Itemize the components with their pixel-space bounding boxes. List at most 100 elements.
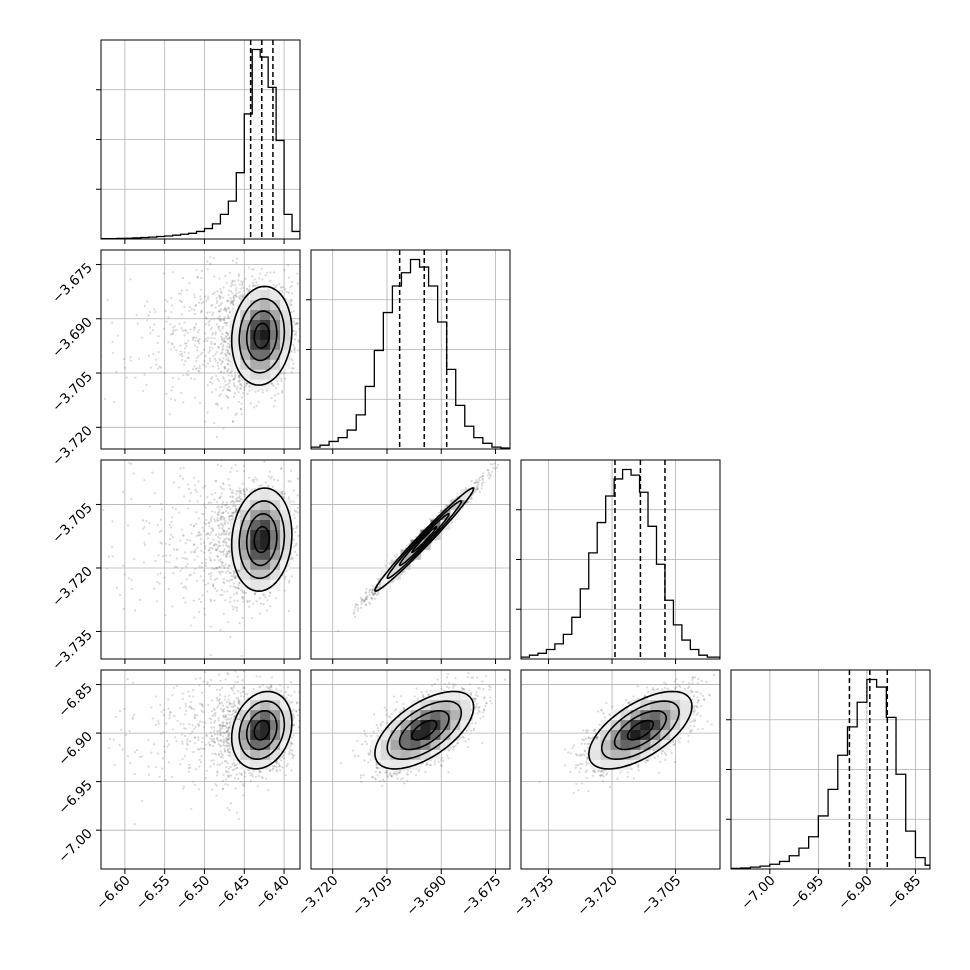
density-cell [250,329,261,340]
density-cell [240,339,251,350]
density-cell [410,709,421,721]
density-cell [270,569,281,580]
density-cell [590,739,601,750]
density-cell [610,759,621,770]
x-tick-label-p2: −3.690 [403,873,450,920]
density-cell [650,699,661,711]
density-cell [270,749,281,760]
density-cell [260,529,271,540]
density-cell [450,499,461,511]
density-cell [260,569,271,580]
density-cell [250,369,261,380]
density-cell [260,519,271,530]
density-cell [440,689,451,701]
y-tick-label-p4: −6.85 [55,680,96,721]
density-cell [270,699,281,711]
y-tick-label-p3: −3.735 [49,627,96,674]
density-cell [640,709,651,721]
density-cell [660,699,671,711]
density-cell [620,709,631,721]
density-cell [260,579,271,590]
density-cell [270,499,281,511]
density-cell [410,729,421,740]
density-cell [260,729,271,740]
density-cell [250,759,261,770]
scatter-panel-p1-p2 [96,249,301,454]
density-cell [260,369,271,380]
density-cell [410,719,421,730]
y-tick-label-p4: −7.00 [55,826,96,867]
x-tick-label-p2: −3.675 [458,873,505,920]
panel-frame [310,249,511,450]
density-cell [250,519,261,530]
density-cell [260,499,271,511]
panel-frame [310,459,511,660]
density-cell [270,739,281,750]
scatter-panel-p1-p3 [96,459,301,664]
y-tick-label-p4: −6.90 [55,729,96,770]
density-cell [460,719,471,730]
density-cell [460,699,471,711]
contour-2sigma [613,709,668,751]
density-cell [230,729,241,740]
density-cell [410,739,421,750]
density-cell [240,499,251,511]
density-cell [590,759,601,770]
panel-frame [520,669,721,870]
density-cell [280,739,291,750]
density-cell [640,739,651,750]
density-cell [630,729,641,740]
density-cell [240,369,251,380]
density-cell [380,729,391,740]
density-cell [680,709,691,721]
density-cell [250,719,261,730]
x-tick-label-p1: −6.55 [133,873,174,914]
density-cell [250,299,261,310]
density-cell [270,529,281,540]
density-cell [400,729,411,740]
density-cell [280,549,291,560]
density-cell [230,739,241,750]
density-cell [280,559,291,570]
x-tick-label-p4: −6.95 [787,873,828,914]
y-tick-label-p2: −3.705 [49,369,96,416]
density-cell [410,699,421,711]
density-cell [620,749,631,760]
hist-panel-p1 [96,39,301,244]
contour-2sigma [245,709,278,751]
density-cell [650,689,661,701]
contour-1sigma [411,525,438,554]
density-cell [670,709,681,721]
density-cell [230,549,241,560]
density-cell [650,719,661,730]
density-cell [270,689,281,701]
contour-1sigma [253,719,271,741]
density-cell [240,719,251,730]
density-cell [430,719,441,730]
density-cell [240,699,251,711]
density-cell [260,689,271,701]
density-cell [390,749,401,760]
histogram-p2 [311,258,510,449]
histogram-p1 [101,48,300,239]
scatter-panel-p1-p4 [96,669,301,874]
density-cell [250,489,261,501]
contour-2sigma [245,512,278,567]
contour-4sigma [230,487,293,593]
density-cell [620,729,631,740]
contour-3sigma [238,297,286,374]
y-tick-label-p2: −3.675 [49,260,96,307]
density-cell [280,539,291,550]
contour-1sigma [253,525,271,554]
panel-frame [100,249,301,450]
density-cell [460,689,471,701]
density-cell [600,759,611,770]
density-cell [280,509,291,520]
contour-3sigma [386,500,463,580]
density-cell [440,719,451,730]
density-cell [270,369,281,380]
density-cell [260,549,271,560]
contour-4sigma [374,690,475,770]
density-cell [270,539,281,550]
density-cell [230,559,241,570]
